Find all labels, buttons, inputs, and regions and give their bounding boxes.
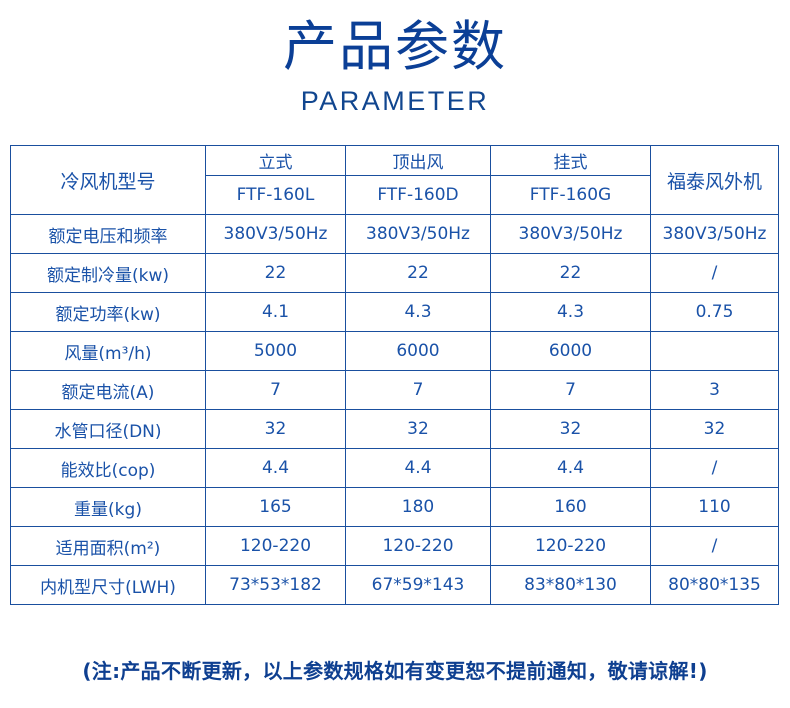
table-header-row-model: FTF-160L FTF-160D FTF-160G <box>11 175 779 215</box>
cell-value: 380V3/50Hz <box>345 214 491 254</box>
cell-value: 73*53*182 <box>205 565 346 605</box>
cell-value: 6000 <box>490 331 651 371</box>
row-label: 额定功率(kw) <box>10 292 206 332</box>
header-type-3: 挂式 <box>490 145 651 176</box>
cell-value: 4.1 <box>205 292 346 332</box>
cell-value: 67*59*143 <box>345 565 491 605</box>
cell-value: 4.3 <box>490 292 651 332</box>
cell-value: 4.3 <box>345 292 491 332</box>
row-label: 额定电压和频率 <box>10 214 206 254</box>
cell-value: 165 <box>205 487 346 527</box>
cell-value: 7 <box>205 370 346 410</box>
cell-value: 380V3/50Hz <box>650 214 779 254</box>
row-label: 额定制冷量(kw) <box>10 253 206 293</box>
table-row: 水管口径(DN) 32 32 32 32 <box>10 409 779 449</box>
page-subtitle: PARAMETER <box>300 86 490 117</box>
cell-value: 380V3/50Hz <box>205 214 346 254</box>
row-label: 内机型尺寸(LWH) <box>10 565 206 605</box>
page-header: 产品参数 PARAMETER <box>0 0 790 117</box>
header-model-2: FTF-160D <box>345 175 491 215</box>
header-type-1: 立式 <box>205 145 346 176</box>
cell-value: 5000 <box>205 331 346 371</box>
cell-value: 22 <box>490 253 651 293</box>
disclaimer-note: (注:产品不断更新，以上参数规格如有变更恕不提前通知，敬请谅解!) <box>82 659 708 683</box>
cell-value: 7 <box>345 370 491 410</box>
spec-table-container: 冷风机型号 立式 顶出风 挂式 福泰风外机 FTF-160L FTF-160D FTF-160… <box>10 145 779 605</box>
cell-value: 22 <box>205 253 346 293</box>
table-header-row-type: 冷风机型号 立式 顶出风 挂式 福泰风外机 <box>10 145 779 215</box>
spec-table-body: 冷风机型号 立式 顶出风 挂式 福泰风外机 FTF-160L FTF-160D FTF-160… <box>10 145 779 605</box>
cell-value: 180 <box>345 487 491 527</box>
cell-value: / <box>650 448 779 488</box>
row-label: 适用面积(m²) <box>10 526 206 566</box>
cell-value: / <box>650 253 779 293</box>
row-label: 能效比(cop) <box>10 448 206 488</box>
cell-value: 7 <box>490 370 651 410</box>
row-label: 额定电流(A) <box>10 370 206 410</box>
table-row: 额定功率(kw) 4.1 4.3 4.3 0.75 <box>10 292 779 332</box>
table-row: 能效比(cop) 4.4 4.4 4.4/ <box>10 448 779 488</box>
cell-value: 0.75 <box>650 292 779 332</box>
header-model-1: FTF-160L <box>205 175 346 215</box>
cell-value: 32 <box>345 409 491 449</box>
cell-value: 120-220 <box>490 526 651 566</box>
cell-value: 120-220 <box>205 526 346 566</box>
cell-value: 380V3/50Hz <box>490 214 651 254</box>
cell-value: 4.4 <box>345 448 491 488</box>
table-row: 额定电流(A) 7 7 7 3 <box>10 370 779 410</box>
row-label: 水管口径(DN) <box>10 409 206 449</box>
cell-value: 3 <box>650 370 779 410</box>
cell-value: 4.4 <box>490 448 651 488</box>
table-row: 额定电压和频率 380V3/50Hz 380V3/50Hz 380V3/50Hz 380… <box>10 214 779 254</box>
header-model-3: FTF-160G <box>490 175 651 215</box>
page-title: 产品参数 <box>283 15 507 78</box>
cell-value: 110 <box>650 487 779 527</box>
table-row: 重量(kg) 165 180 160 110 <box>10 487 779 527</box>
header-type-2: 顶出风 <box>345 145 491 176</box>
header-row-label: 冷风机型号 <box>10 145 206 215</box>
header-outdoor-unit: 福泰风外机 <box>650 145 779 215</box>
cell-value: 32 <box>490 409 651 449</box>
cell-value: 4.4 <box>205 448 346 488</box>
table-row: 额定制冷量(kw) 22 22 22/ <box>10 253 779 293</box>
cell-value: 32 <box>650 409 779 449</box>
row-label: 重量(kg) <box>10 487 206 527</box>
cell-value: 160 <box>490 487 651 527</box>
spec-table: 冷风机型号 立式 顶出风 挂式 福泰风外机 FTF-160L FTF-160D FTF-160… <box>10 145 779 605</box>
cell-value: 22 <box>345 253 491 293</box>
table-row: 内机型尺寸(LWH) 73*53*182 67*59*143 83*80*130 80*… <box>10 565 779 605</box>
cell-value: 83*80*130 <box>490 565 651 605</box>
row-label: 风量(m³/h) <box>10 331 206 371</box>
table-row: 适用面积(m²) 120-220 120-220 120-220/ <box>10 526 779 566</box>
cell-value: / <box>650 526 779 566</box>
cell-value: 80*80*135 <box>650 565 779 605</box>
cell-value <box>650 331 779 371</box>
table-row: 风量(m³/h) 5000 6000 6000 <box>10 331 779 371</box>
cell-value: 6000 <box>345 331 491 371</box>
cell-value: 120-220 <box>345 526 491 566</box>
cell-value: 32 <box>205 409 346 449</box>
